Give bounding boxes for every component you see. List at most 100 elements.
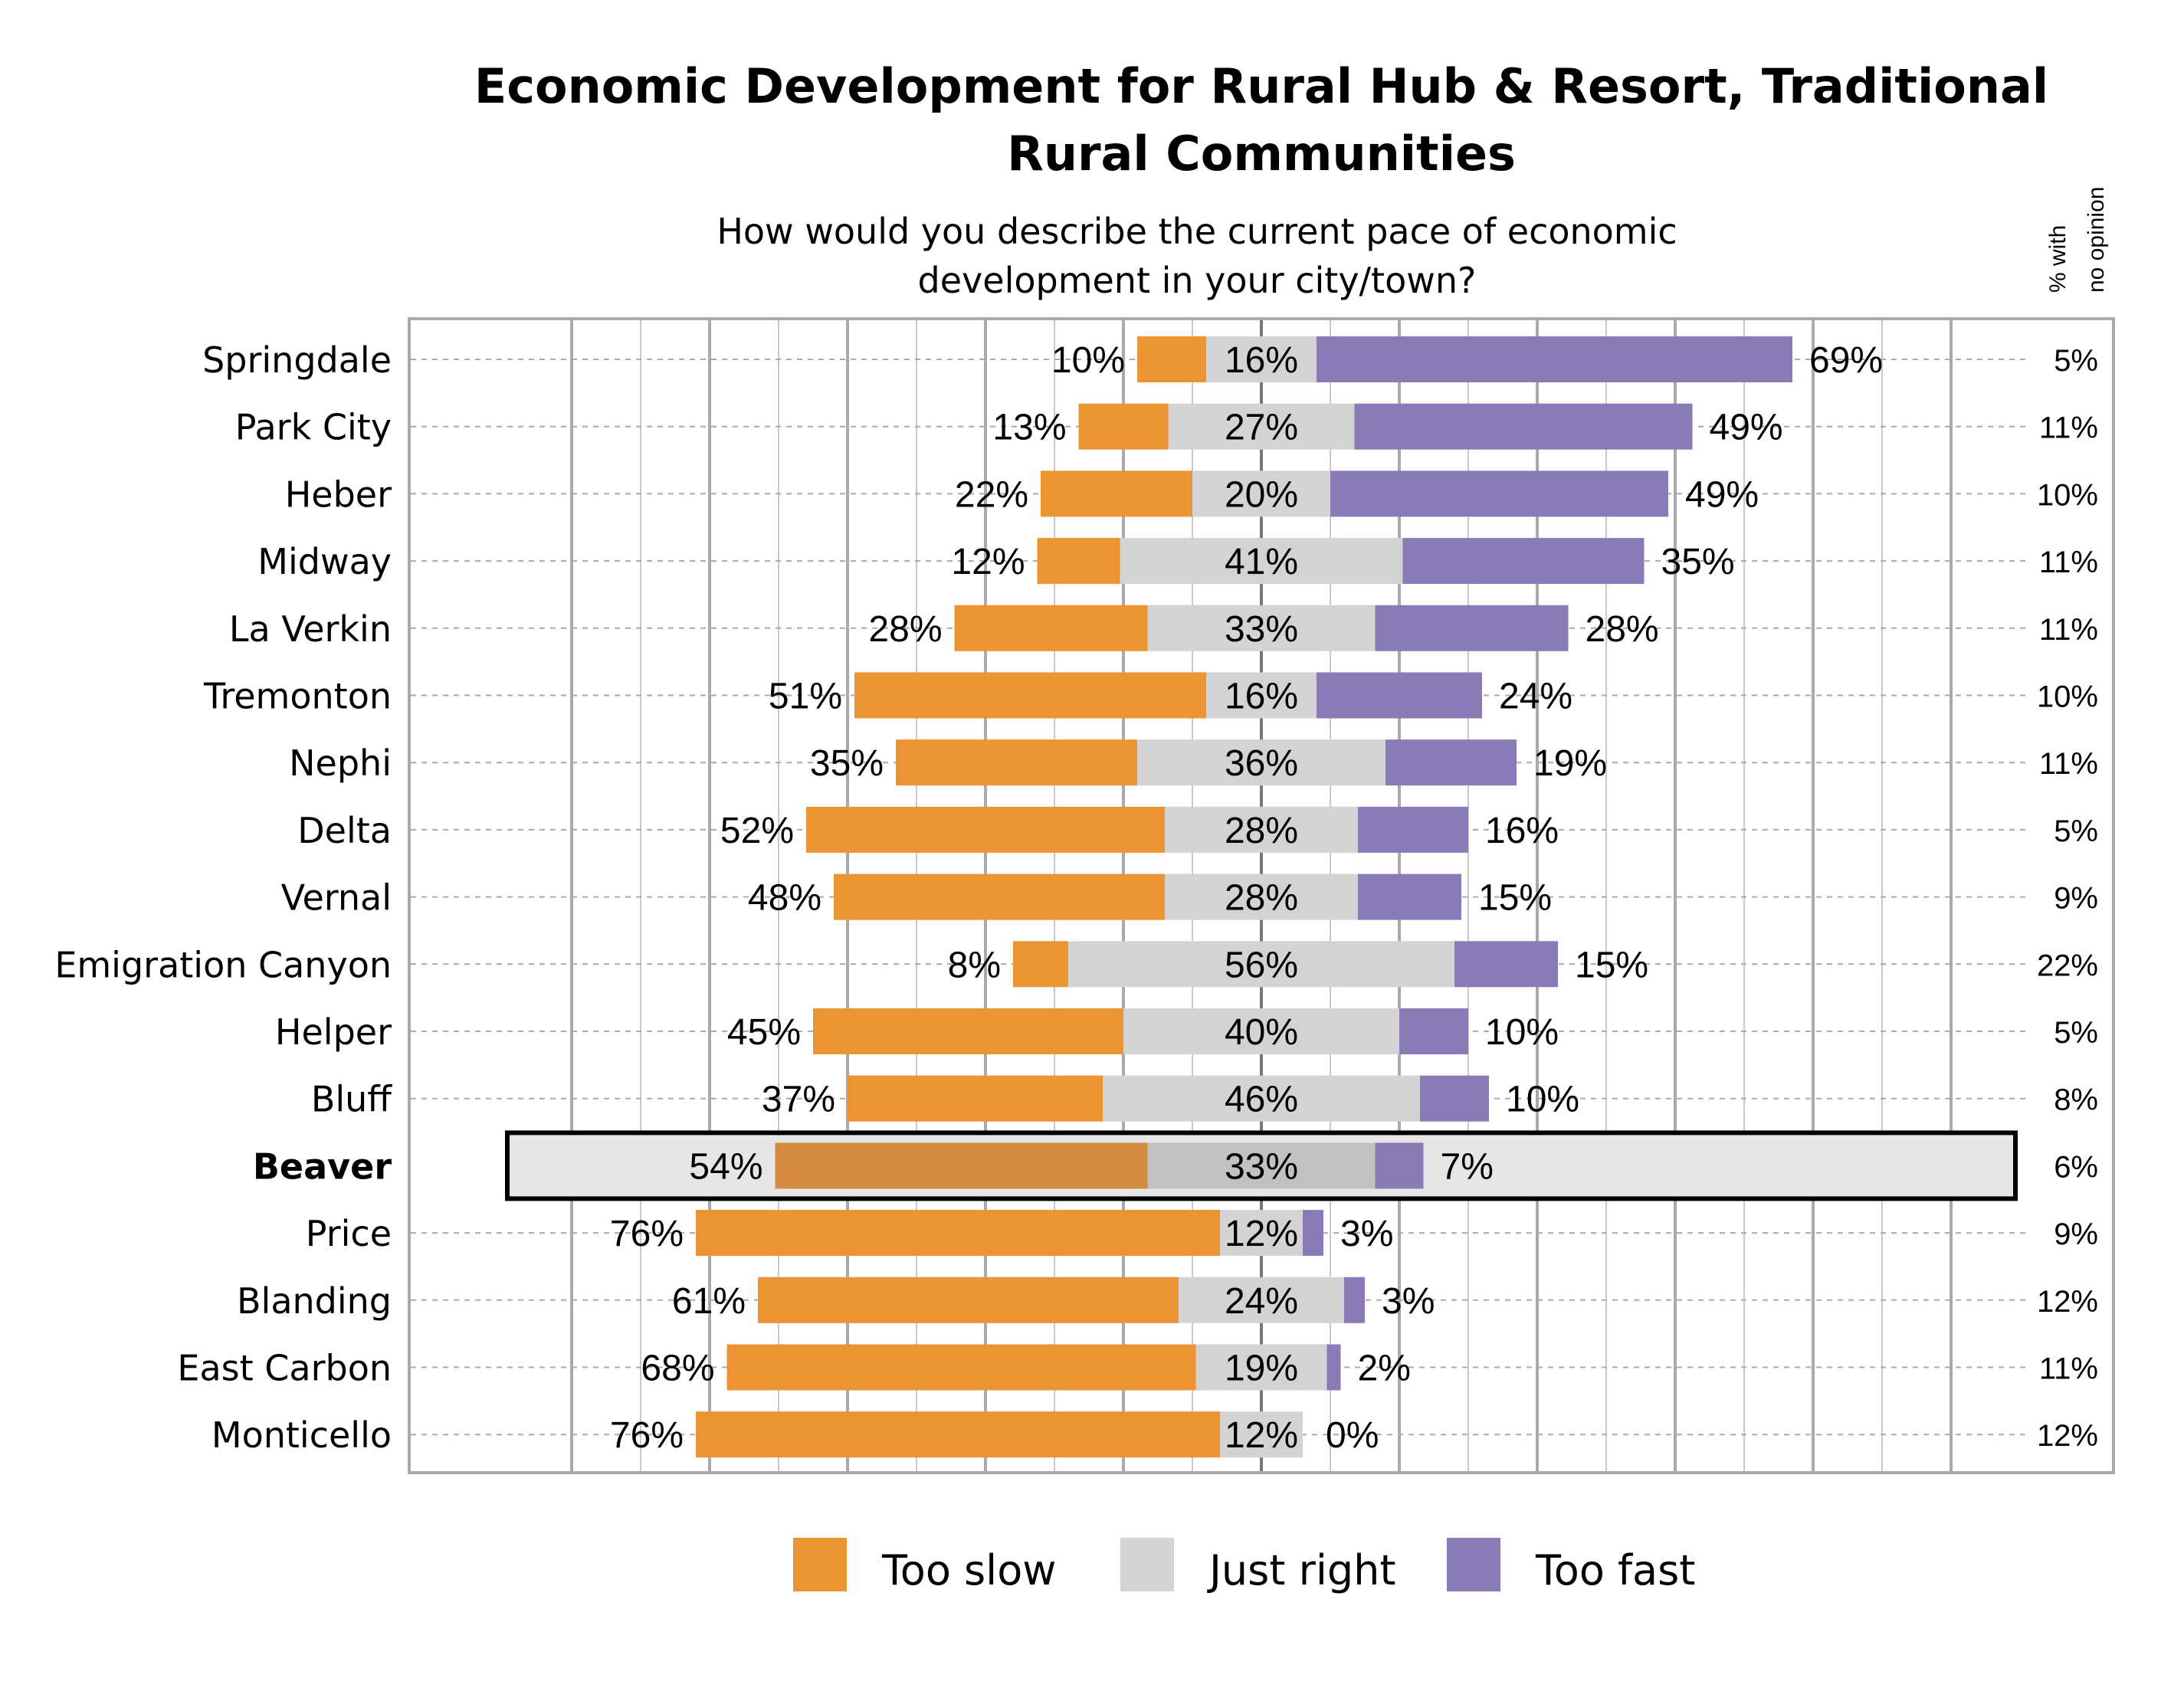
bar-too-fast — [1326, 1344, 1341, 1391]
bar-just-right — [1147, 1142, 1376, 1189]
just-right-label: 33% — [1225, 1146, 1298, 1187]
bar-too-slow — [1013, 941, 1068, 988]
no-opinion-label: 12% — [2037, 1419, 2098, 1453]
bar-too-slow — [813, 1008, 1123, 1054]
no-opinion-header-line-1: % with — [2045, 225, 2071, 293]
category-label: Beaver — [253, 1145, 392, 1187]
bar-just-right — [1103, 1075, 1420, 1122]
just-right-label: 24% — [1225, 1281, 1298, 1322]
too-slow-label: 37% — [762, 1080, 835, 1120]
category-label: Price — [306, 1213, 392, 1254]
bar-just-right — [1123, 1008, 1399, 1054]
too-slow-label: 51% — [769, 677, 842, 717]
just-right-label: 19% — [1225, 1349, 1298, 1389]
too-fast-label: 28% — [1586, 609, 1659, 650]
bar-row: Helper 45% 40% 10% 5% — [275, 1008, 2098, 1054]
just-right-label: 28% — [1225, 878, 1298, 919]
no-opinion-label: 9% — [2054, 882, 2098, 916]
legend-label: Just right — [1207, 1546, 1396, 1594]
too-fast-label: 15% — [1575, 945, 1648, 985]
bar-row: East Carbon 68% 19% 2% 11% — [177, 1344, 2098, 1391]
chart-subtitle-line-2: development in your city/town? — [918, 260, 1477, 301]
too-fast-label: 16% — [1485, 811, 1559, 851]
bar-too-fast — [1303, 1210, 1323, 1257]
bar-row: Park City 13% 27% 49% 11% — [235, 403, 2098, 450]
category-label: Helper — [275, 1011, 392, 1053]
category-label: Monticello — [212, 1414, 392, 1456]
legend: Too slow Just right Too fast — [793, 1538, 1695, 1594]
just-right-label: 28% — [1225, 811, 1298, 851]
category-label: Heber — [285, 474, 392, 515]
legend-swatch — [1447, 1538, 1500, 1591]
too-fast-label: 3% — [1340, 1214, 1393, 1254]
category-label: Bluff — [311, 1079, 392, 1120]
bar-row: Springdale 10% 16% 69% 5% — [202, 336, 2098, 382]
bar-just-right — [1147, 605, 1376, 651]
bar-too-slow — [1137, 336, 1206, 382]
too-slow-label: 28% — [868, 609, 942, 650]
bar-too-slow — [834, 873, 1165, 920]
legend-swatch — [793, 1538, 847, 1591]
category-label: Springdale — [202, 339, 392, 381]
bar-too-slow — [1037, 538, 1120, 585]
bar-just-right — [1192, 470, 1330, 517]
no-opinion-label: 11% — [2039, 747, 2098, 781]
too-fast-label: 3% — [1382, 1281, 1435, 1322]
too-fast-label: 69% — [1809, 340, 1883, 381]
too-fast-label: 35% — [1661, 542, 1735, 582]
too-slow-label: 35% — [810, 743, 884, 784]
bar-row: Price 76% 12% 3% 9% — [306, 1210, 2098, 1257]
no-opinion-label: 5% — [2054, 1016, 2098, 1050]
bar-row: Tremonton 51% 16% 24% 10% — [203, 672, 2098, 719]
bar-too-fast — [1402, 538, 1645, 585]
just-right-label: 12% — [1225, 1415, 1298, 1456]
bar-too-slow — [726, 1344, 1196, 1391]
bar-too-slow — [1078, 403, 1169, 450]
category-label: Blanding — [237, 1280, 392, 1322]
bar-just-right — [1120, 538, 1403, 585]
too-fast-label: 7% — [1441, 1146, 1494, 1187]
bar-too-fast — [1375, 1142, 1424, 1189]
category-label: Vernal — [281, 877, 392, 919]
just-right-label: 46% — [1225, 1080, 1298, 1120]
bar-just-right — [1137, 739, 1385, 786]
too-slow-label: 52% — [720, 811, 794, 851]
just-right-label: 16% — [1225, 677, 1298, 717]
too-fast-label: 49% — [1685, 474, 1759, 515]
bar-just-right — [1165, 806, 1358, 853]
bar-row: La Verkin 28% 33% 28% 11% — [229, 605, 2098, 651]
bar-just-right — [1179, 1277, 1344, 1323]
bar-just-right — [1220, 1210, 1303, 1257]
bar-too-slow — [696, 1411, 1220, 1458]
no-opinion-label: 8% — [2054, 1083, 2098, 1117]
legend-item: Too fast — [1447, 1538, 1695, 1594]
too-slow-label: 54% — [689, 1146, 762, 1187]
category-label: Delta — [297, 810, 392, 851]
bar-row: Monticello 76% 12% 0% 12% — [212, 1411, 2098, 1458]
legend-item: Just right — [1120, 1538, 1396, 1594]
too-fast-label: 10% — [1506, 1080, 1579, 1120]
too-slow-label: 48% — [748, 878, 821, 919]
chart-title-line-1: Economic Development for Rural Hub & Res… — [474, 58, 2048, 114]
bar-just-right — [1195, 1344, 1327, 1391]
bar-row: Delta 52% 28% 16% 5% — [297, 806, 2098, 853]
legend-label: Too fast — [1535, 1546, 1695, 1594]
bar-rows: Springdale 10% 16% 69% 5% Park City 13% 27% 49% 1… — [54, 336, 2098, 1458]
no-opinion-label: 10% — [2037, 478, 2098, 512]
just-right-label: 16% — [1225, 340, 1298, 381]
just-right-label: 27% — [1225, 408, 1298, 448]
bar-too-fast — [1375, 605, 1569, 651]
bar-too-fast — [1330, 470, 1668, 517]
too-slow-label: 45% — [727, 1012, 801, 1053]
bar-too-fast — [1317, 336, 1792, 382]
too-slow-label: 13% — [992, 408, 1066, 448]
category-label: Nephi — [289, 742, 392, 784]
bar-row: Emigration Canyon 8% 56% 15% 22% — [54, 941, 2098, 988]
category-label: La Verkin — [229, 608, 392, 650]
legend-item: Too slow — [793, 1538, 1056, 1594]
category-label: Tremonton — [203, 676, 392, 717]
chart-title-line-2: Rural Communities — [1007, 126, 1516, 182]
just-right-label: 33% — [1225, 609, 1298, 650]
bar-too-fast — [1385, 739, 1517, 786]
no-opinion-label: 11% — [2039, 613, 2098, 647]
